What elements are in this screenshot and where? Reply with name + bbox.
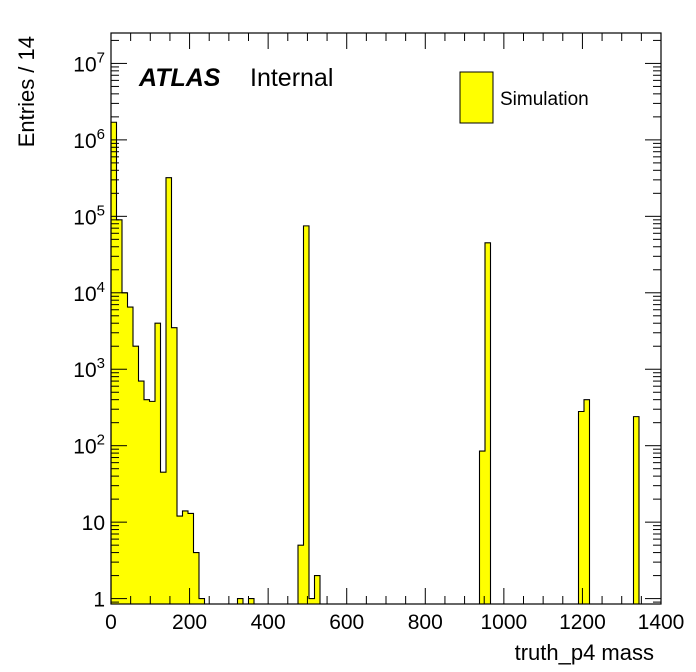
histogram-bar xyxy=(133,346,139,604)
histogram-bars xyxy=(110,121,640,605)
histogram-bar xyxy=(248,598,254,604)
histogram-bar xyxy=(144,399,150,604)
y-tick-label: 10 xyxy=(82,512,105,535)
legend-swatch xyxy=(459,71,494,124)
histogram-bar xyxy=(633,416,639,604)
legend: Simulation xyxy=(459,71,589,124)
histogram-bar xyxy=(166,177,172,604)
x-tick-labels: 0 200 400 600 800 1000 1200 1400 xyxy=(105,611,684,634)
x-tick-label: 400 xyxy=(251,611,286,634)
x-tick-label: 1000 xyxy=(480,611,527,634)
histogram-bar xyxy=(122,292,128,604)
histogram-bar xyxy=(193,552,199,604)
histogram-bar xyxy=(171,327,177,604)
histogram-bar xyxy=(160,472,166,604)
histogram-bar xyxy=(485,242,491,605)
atlas-label: ATLAS xyxy=(138,64,221,92)
x-tick-label: 0 xyxy=(105,611,117,634)
histogram-bar xyxy=(309,598,315,604)
histogram-bar xyxy=(138,381,144,604)
x-tick-label: 1200 xyxy=(559,611,606,634)
histogram-bar xyxy=(199,598,205,604)
x-tick-label: 600 xyxy=(329,611,364,634)
histogram-bar xyxy=(188,513,194,604)
histogram-bar xyxy=(303,225,309,604)
x-tick-label: 800 xyxy=(408,611,443,634)
legend-label: Simulation xyxy=(500,89,589,110)
y-tick-label: 102 xyxy=(73,432,105,459)
histogram-outline xyxy=(110,121,640,604)
histogram-bar xyxy=(177,516,183,604)
histogram-bar xyxy=(479,451,485,604)
histogram-bar xyxy=(116,219,122,604)
histogram-bar xyxy=(155,323,161,604)
y-tick-label: 105 xyxy=(73,202,105,229)
histogram-bar xyxy=(237,598,243,604)
y-tick-label: 103 xyxy=(73,355,105,382)
histogram-bar xyxy=(127,307,133,604)
y-axis-title: Entries / 14 xyxy=(14,36,39,147)
histogram-bar xyxy=(149,401,155,604)
axis-ticks xyxy=(110,33,662,604)
histogram-bar xyxy=(314,575,320,604)
y-tick-label: 107 xyxy=(73,49,105,76)
x-axis-title: truth_p4 mass xyxy=(515,640,654,665)
x-tick-label: 1400 xyxy=(638,611,685,634)
histogram-bar xyxy=(584,399,590,604)
histogram-bar xyxy=(578,411,584,604)
y-tick-label: 104 xyxy=(73,279,105,306)
histogram-bar xyxy=(182,510,188,604)
histogram-bar xyxy=(111,122,117,604)
x-tick-label: 200 xyxy=(172,611,207,634)
y-tick-labels: 1 10 102 103 104 105 106 107 xyxy=(73,49,105,611)
y-tick-label: 106 xyxy=(73,126,105,153)
histogram-bar xyxy=(298,545,304,604)
y-tick-label: 1 xyxy=(93,589,105,612)
atlas-status-label: Internal xyxy=(250,64,333,92)
